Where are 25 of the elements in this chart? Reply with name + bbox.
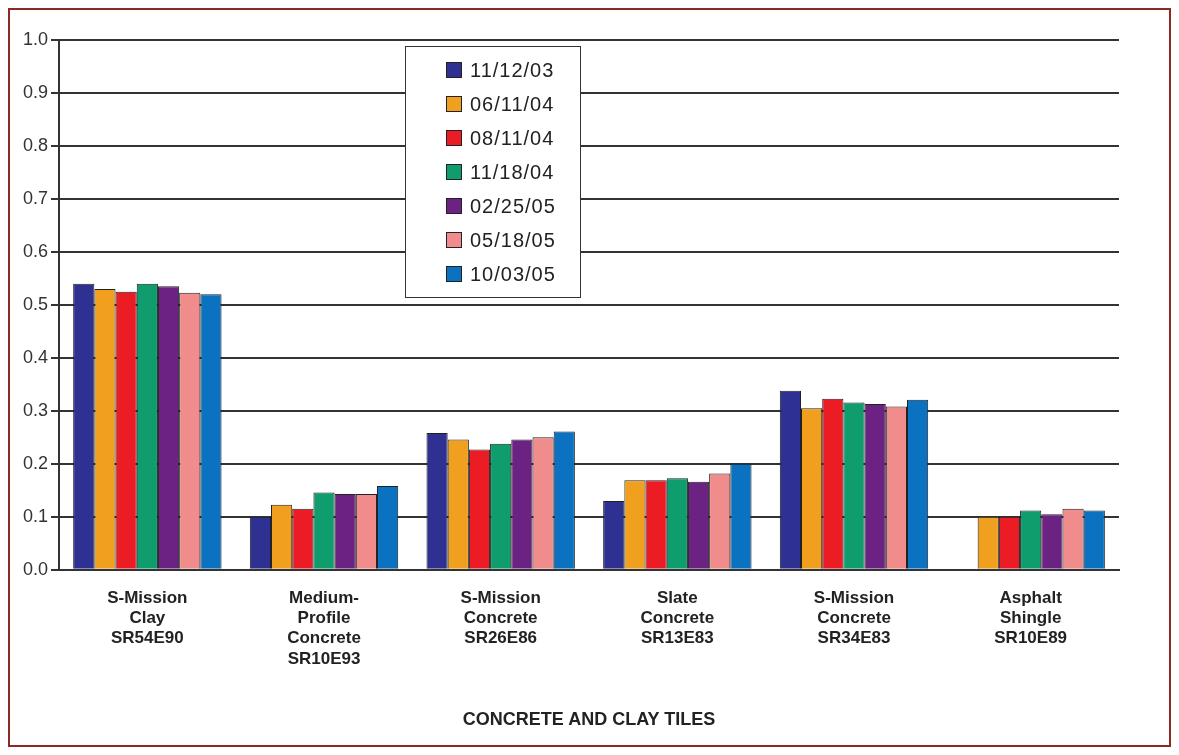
y-tick-label: 0.2	[22, 452, 49, 473]
legend-label: 06/11/04	[470, 92, 555, 116]
x-tick-label: S-Mission Clay SR54E90	[107, 587, 188, 648]
x-tick-label: S-Mission Concrete SR26E86	[460, 587, 541, 648]
legend-label: 02/25/05	[470, 194, 556, 218]
y-tick-label: 0.1	[22, 505, 49, 526]
y-tick-label: 0.8	[22, 134, 49, 155]
x-tick-label: Slate Concrete SR13E83	[640, 587, 715, 648]
y-tick-label: 0.5	[22, 293, 49, 314]
legend-label: 11/18/04	[470, 160, 555, 184]
y-tick-label: 0.6	[22, 240, 49, 261]
x-tick-label: Medium- Profile Concrete SR10E93	[287, 587, 361, 668]
y-tick-label: 0.7	[22, 187, 49, 208]
y-tick-label: 0.4	[22, 346, 49, 367]
y-tick-label: 0.9	[22, 81, 49, 102]
legend-label: 11/12/03	[470, 58, 555, 82]
y-tick-label: 1.0	[22, 28, 49, 49]
y-tick-label: 0.3	[22, 399, 49, 420]
legend-label: 10/03/05	[470, 262, 556, 286]
legend-label: 05/18/05	[470, 228, 556, 252]
x-tick-label: Asphalt Shingle SR10E89	[994, 587, 1068, 648]
x-axis-title: CONCRETE AND CLAY TILES	[462, 709, 716, 730]
legend-label: 08/11/04	[470, 126, 555, 150]
x-tick-label: S-Mission Concrete SR34E83	[813, 587, 895, 648]
y-tick-label: 0.0	[22, 558, 49, 579]
